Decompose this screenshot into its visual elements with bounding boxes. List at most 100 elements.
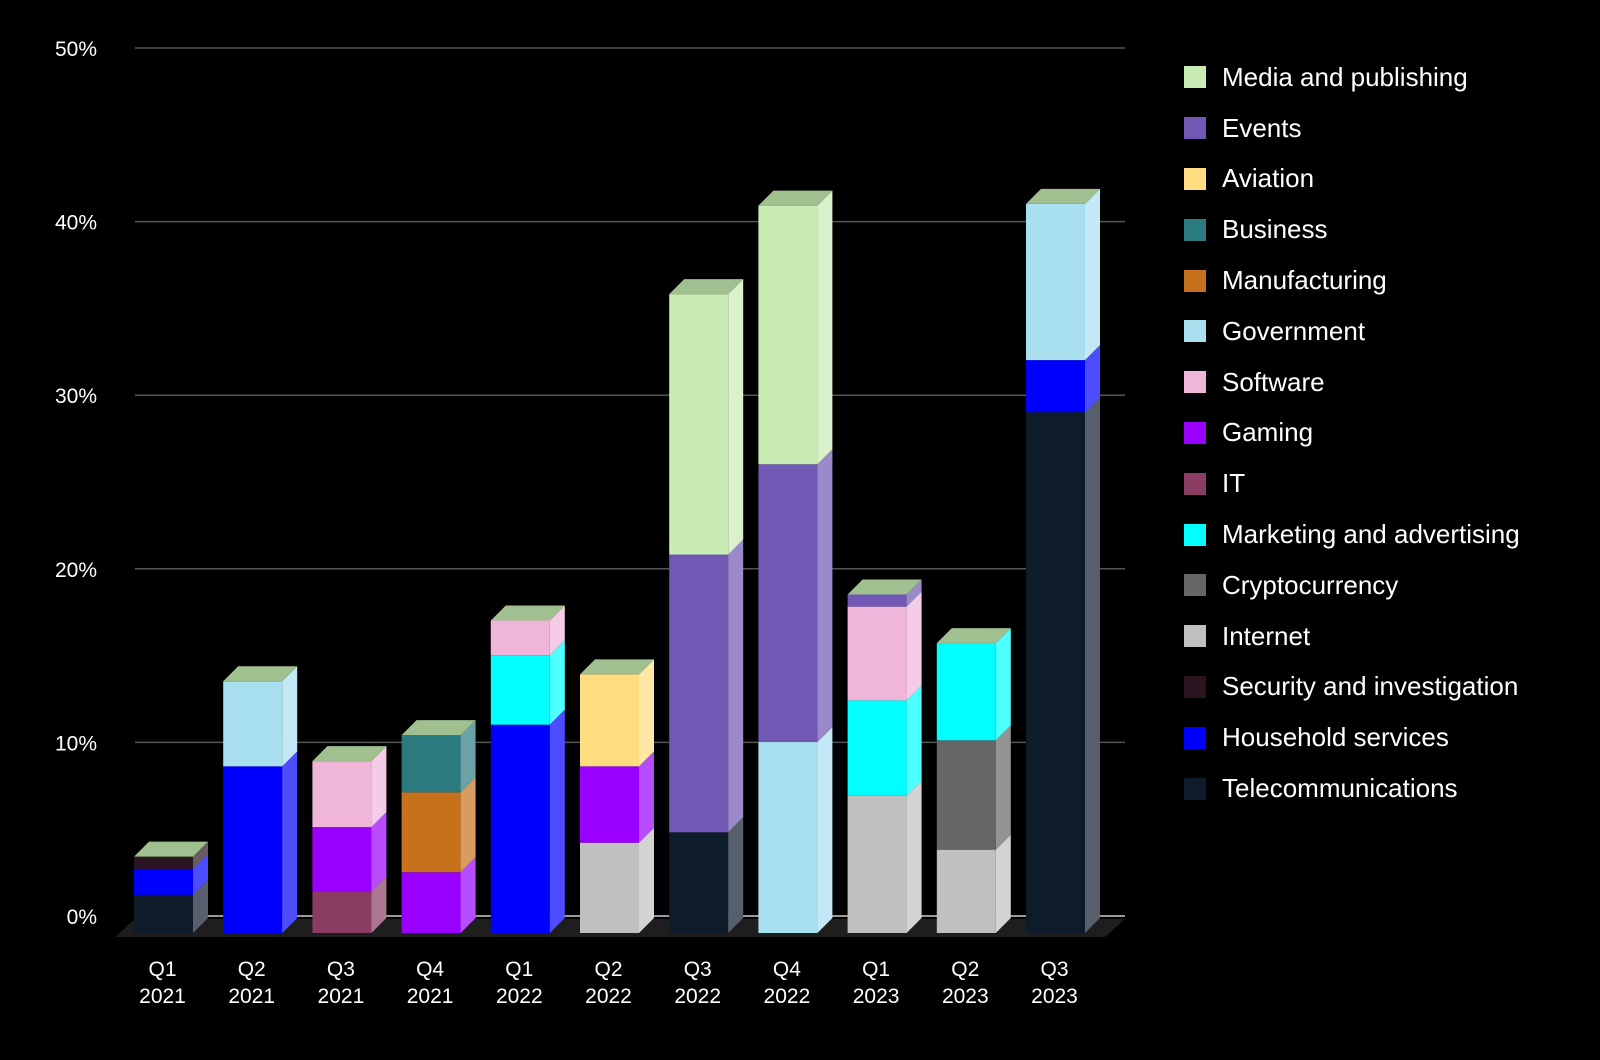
bar-segment xyxy=(1026,360,1085,413)
legend-item: IT xyxy=(1184,458,1594,509)
bar-segment xyxy=(223,681,283,767)
x-tick-label: Q2 xyxy=(238,958,266,981)
legend-label: Gaming xyxy=(1222,417,1314,448)
legend-label: Software xyxy=(1222,366,1325,397)
bar-segment-side xyxy=(371,812,387,892)
legend-swatch xyxy=(1184,167,1206,190)
legend-swatch xyxy=(1184,675,1206,698)
bar-segment-side xyxy=(460,720,476,793)
legend-swatch xyxy=(1184,726,1206,749)
legend-item: Government xyxy=(1184,306,1594,357)
bar-top-cap xyxy=(223,666,298,682)
y-tick-label: 30% xyxy=(55,385,97,408)
legend-label: Internet xyxy=(1222,620,1311,651)
bar-segment xyxy=(401,872,461,933)
bar-segment xyxy=(580,674,639,767)
bar-segment xyxy=(758,205,818,465)
bar-segment xyxy=(936,740,996,850)
x-tick-label: Q1 xyxy=(505,958,533,981)
legend-item: Internet xyxy=(1184,611,1594,662)
legend-label: Aviation xyxy=(1222,163,1315,194)
x-tick-label: Q3 xyxy=(1040,958,1068,981)
legend-item: Business xyxy=(1184,204,1594,255)
bar-segment-side xyxy=(639,659,654,767)
bar-stack xyxy=(847,579,922,933)
bar-segment xyxy=(936,849,996,933)
legend-item: Events xyxy=(1184,103,1594,154)
bar-stack xyxy=(312,746,387,933)
legend-label: Marketing and advertising xyxy=(1222,519,1520,550)
bar-segment xyxy=(401,735,461,793)
y-axis-ticks: 0% 10% 20% 30% 40% 50% xyxy=(55,38,97,929)
y-tick-label: 10% xyxy=(55,732,97,755)
legend-label: IT xyxy=(1222,468,1246,499)
bar-segment xyxy=(401,792,461,873)
bar-stack xyxy=(223,666,298,933)
legend-swatch xyxy=(1184,574,1206,597)
x-tick-label: 2022 xyxy=(496,985,543,1008)
legend-swatch xyxy=(1184,472,1206,495)
x-tick-label: Q1 xyxy=(862,958,890,981)
legend-label: Media and publishing xyxy=(1222,61,1468,92)
bar-top-cap xyxy=(936,628,1011,644)
legend-label: Manufacturing xyxy=(1222,265,1387,296)
bar-stack xyxy=(134,841,208,933)
x-tick-label: 2021 xyxy=(407,985,454,1008)
bar-segment-side xyxy=(639,827,654,933)
legend-label: Telecommunications xyxy=(1222,773,1458,804)
legend-swatch xyxy=(1184,66,1206,89)
bar-segment-side xyxy=(728,539,744,833)
x-tick-label: 2021 xyxy=(139,985,186,1008)
bar-segment xyxy=(847,594,907,607)
bar-segment xyxy=(580,766,639,843)
bar-segment xyxy=(847,606,907,701)
bar-segment-side xyxy=(282,666,298,767)
bar-stack xyxy=(401,720,476,933)
x-tick-label: Q4 xyxy=(416,958,444,981)
bar-segment xyxy=(1026,203,1085,361)
legend-swatch xyxy=(1184,625,1206,648)
y-tick-label: 0% xyxy=(67,906,97,929)
legend-item: Media and publishing xyxy=(1184,52,1594,103)
legend-label: Events xyxy=(1222,112,1302,143)
bar-segment-side xyxy=(906,780,922,933)
bar-segment-side xyxy=(282,751,298,933)
bar-stack xyxy=(1026,188,1100,933)
bar-segment xyxy=(847,795,907,933)
bar-segment-side xyxy=(817,727,833,933)
legend-swatch xyxy=(1184,117,1206,140)
bar-segment-side xyxy=(549,605,565,656)
bar-top-cap xyxy=(312,746,387,762)
bar-segment-side xyxy=(906,685,922,796)
x-tick-label: Q2 xyxy=(951,958,979,981)
bar-segment-side xyxy=(995,834,1011,933)
bar-segment xyxy=(490,724,550,933)
bar-segment-side xyxy=(371,746,387,828)
bar-stack xyxy=(580,659,654,933)
x-axis-ticks: Q1 2021 Q2 2021 Q3 2021 Q4 2021 Q1 2022 Q2 2022 Q3 20… xyxy=(139,958,1078,1008)
legend-item: Marketing and advertising xyxy=(1184,509,1594,560)
legend: Media and publishing Events Aviation Busine… xyxy=(1184,52,1594,814)
bars xyxy=(134,188,1100,933)
legend-swatch xyxy=(1184,320,1206,343)
legend-swatch xyxy=(1184,777,1206,800)
legend-swatch xyxy=(1184,523,1206,546)
legend-item: Gaming xyxy=(1184,408,1594,459)
bar-segment xyxy=(134,856,193,869)
bar-segment-side xyxy=(906,591,922,701)
bar-segment-side xyxy=(995,725,1011,850)
bar-top-cap xyxy=(1026,188,1100,204)
bar-segment xyxy=(669,832,729,933)
bar-stack xyxy=(669,279,744,933)
bar-segment-side xyxy=(1085,397,1100,933)
legend-swatch xyxy=(1184,269,1206,292)
bar-segment xyxy=(669,294,729,555)
x-tick-label: 2022 xyxy=(764,985,811,1008)
y-tick-label: 50% xyxy=(55,38,97,61)
bar-segment-side xyxy=(549,640,565,725)
bar-segment-side xyxy=(906,579,922,607)
legend-item: Aviation xyxy=(1184,154,1594,205)
bar-segment xyxy=(490,620,550,656)
x-tick-label: 2023 xyxy=(942,985,989,1008)
